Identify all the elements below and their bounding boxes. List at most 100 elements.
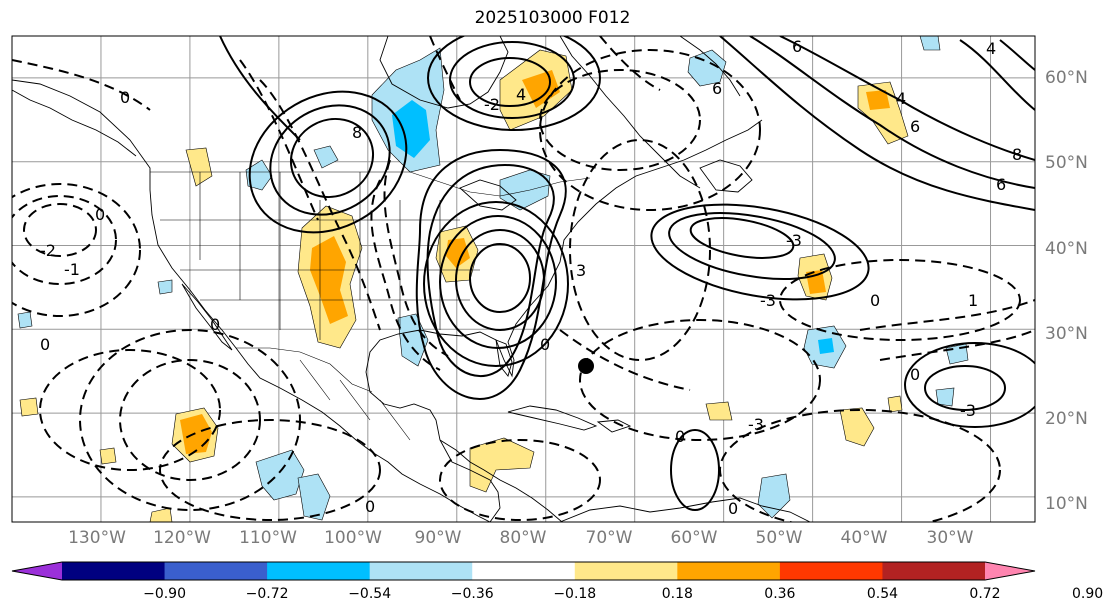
lat-tick-label: 50°N bbox=[1045, 153, 1088, 173]
colorbar-segment bbox=[574, 562, 678, 580]
us-mexico-border bbox=[236, 347, 373, 393]
colorbar-tick-label: −0.72 bbox=[245, 586, 289, 602]
lat-tick-label: 60°N bbox=[1045, 68, 1088, 88]
blue-patch bbox=[297, 473, 331, 521]
gulf-coast bbox=[365, 119, 763, 522]
contour-label: 0 bbox=[675, 427, 685, 446]
colorbar-segment bbox=[267, 562, 371, 580]
contour-lines bbox=[12, 36, 1035, 522]
north-america-west-coast bbox=[12, 79, 491, 522]
lon-tick-label: 60°W bbox=[670, 528, 718, 548]
us-canada-border bbox=[150, 171, 591, 197]
shaded-anomalies bbox=[17, 36, 969, 522]
contour-label: 0 bbox=[40, 335, 50, 354]
map-title: 2025103000 F012 bbox=[474, 8, 631, 28]
contour-label: 4 bbox=[986, 39, 996, 58]
hudson-bay bbox=[379, 36, 509, 109]
lon-tick-label: 30°W bbox=[926, 528, 974, 548]
colorbar-tick-label: 0.36 bbox=[764, 586, 796, 602]
lat-tick-label: 20°N bbox=[1045, 409, 1088, 429]
contour-label: -3 bbox=[748, 415, 764, 434]
colorbar-tick-label: −0.90 bbox=[143, 586, 186, 602]
greenland-tip bbox=[679, 36, 741, 97]
lon-tick-label: 80°W bbox=[499, 528, 547, 548]
contour-label: 3 bbox=[576, 261, 586, 280]
contour-label: 0 bbox=[870, 291, 880, 310]
colorbar-extend-max bbox=[985, 562, 1035, 580]
south-america-north bbox=[559, 497, 811, 522]
orange-patch bbox=[866, 90, 890, 110]
contour-label: 1 bbox=[968, 291, 978, 310]
lon-tick-label: 90°W bbox=[414, 528, 462, 548]
lon-tick-label: 40°W bbox=[840, 528, 888, 548]
contour-label: 0 bbox=[210, 315, 220, 334]
colorbar-outline bbox=[11, 561, 1036, 581]
storm-center-marker bbox=[578, 358, 594, 374]
orange-patch bbox=[705, 401, 733, 421]
contour-label: 0 bbox=[910, 365, 920, 384]
colorbar-extend-min bbox=[12, 562, 62, 580]
contour-label: 8 bbox=[352, 123, 362, 142]
colorbar-tick-label: 0.54 bbox=[866, 586, 899, 602]
contour-label-group: 0 0 0 0 0 0 0 0 0 0 -1 -3 -3 -3 -3 1 -2 … bbox=[40, 37, 1022, 518]
blue-patch bbox=[919, 36, 941, 51]
florida bbox=[495, 339, 513, 377]
lat-tick-label: 10°N bbox=[1045, 494, 1088, 514]
contour-label: 6 bbox=[792, 37, 802, 56]
newfoundland bbox=[699, 159, 753, 193]
contour-label: 0 bbox=[728, 499, 738, 518]
lon-tick-label: 130°W bbox=[68, 528, 126, 548]
colorbar-tick-label: −0.36 bbox=[450, 586, 494, 602]
blue-patch bbox=[392, 100, 430, 158]
baja-california bbox=[181, 283, 233, 351]
orange-patch bbox=[310, 236, 348, 324]
colorbar-tick-label: 0.72 bbox=[969, 586, 1001, 602]
lon-tick-label: 100°W bbox=[324, 528, 382, 548]
colorbar-segment bbox=[62, 562, 166, 580]
orange-patch bbox=[185, 147, 213, 187]
mexico-states bbox=[299, 359, 411, 441]
contour-label: -3 bbox=[786, 231, 802, 250]
lon-tick-label: 120°W bbox=[153, 528, 211, 548]
blue-patch bbox=[157, 279, 173, 295]
hispaniola bbox=[596, 419, 632, 433]
orange-patch bbox=[839, 407, 875, 447]
colorbar-segment bbox=[779, 562, 883, 580]
blue-patch bbox=[313, 145, 339, 169]
contour-label: 4 bbox=[516, 85, 526, 104]
orange-patch bbox=[887, 395, 903, 413]
alaska-coast bbox=[12, 89, 137, 157]
labrador-coast bbox=[559, 36, 701, 189]
colorbar-segment bbox=[677, 562, 781, 580]
colorbar-segment bbox=[369, 562, 473, 580]
contour-label: -3 bbox=[960, 401, 976, 420]
contour-label: 0 bbox=[120, 88, 130, 107]
lon-tick-label: 50°W bbox=[755, 528, 803, 548]
colorbar-segment bbox=[164, 562, 268, 580]
colorbar-tick-label: 0.90 bbox=[1071, 586, 1104, 602]
contour-label: 0 bbox=[95, 205, 105, 224]
contour-label: -3 bbox=[760, 291, 776, 310]
orange-patch bbox=[446, 238, 470, 268]
lon-tick-label: 110°W bbox=[239, 528, 297, 548]
contour-label: 0 bbox=[365, 497, 375, 516]
blue-patch bbox=[255, 449, 305, 501]
contour-label: 4 bbox=[896, 89, 906, 108]
colorbar-tick-label: −0.18 bbox=[553, 586, 597, 602]
orange-patch bbox=[99, 447, 117, 465]
contour-label: 0 bbox=[540, 335, 550, 354]
dashed-contours bbox=[12, 36, 1035, 522]
colorbar-segment bbox=[472, 562, 576, 580]
cuba bbox=[507, 405, 598, 431]
blue-patch bbox=[818, 338, 834, 354]
contour-label: -2 bbox=[40, 241, 56, 260]
solid-contours bbox=[219, 36, 1035, 511]
blue-patch bbox=[687, 49, 727, 87]
contour-label: -1 bbox=[64, 260, 80, 279]
contour-label: 6 bbox=[996, 175, 1006, 194]
colorbar-segment bbox=[882, 562, 986, 580]
great-lakes bbox=[459, 179, 517, 211]
political-borders bbox=[150, 171, 591, 441]
blue-patch bbox=[245, 159, 273, 191]
